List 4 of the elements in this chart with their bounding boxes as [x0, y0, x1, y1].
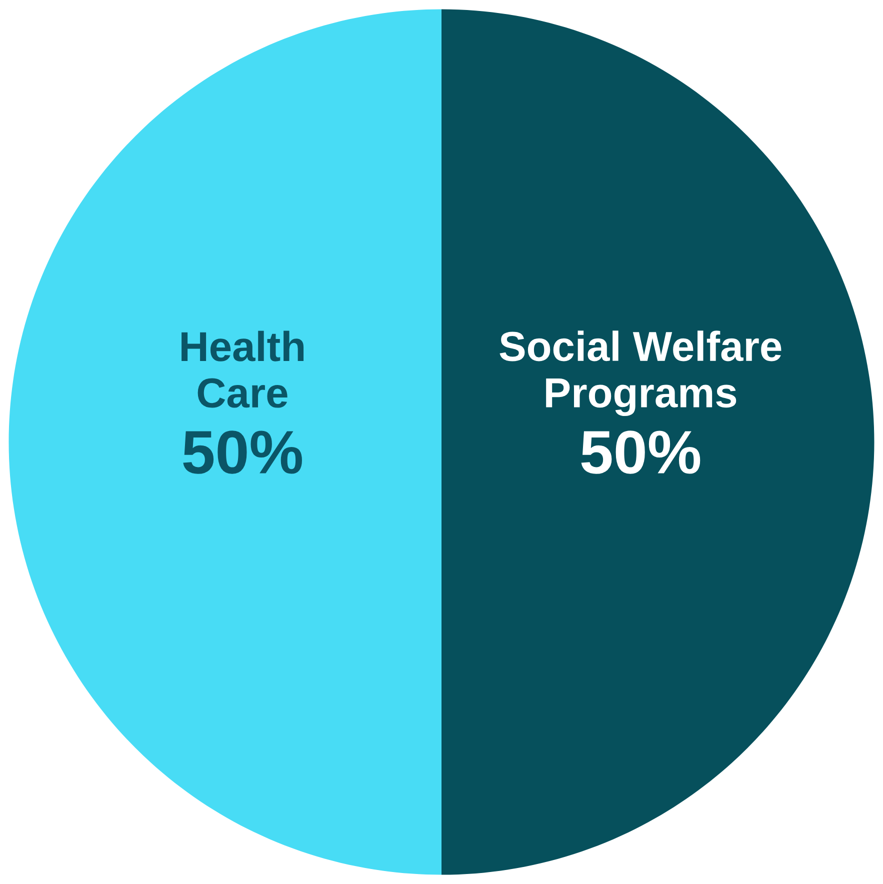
data-label: 50% [183, 430, 302, 474]
slice-label: Health Care [182, 330, 304, 408]
slice-label: Social Welfare Programs [500, 330, 782, 416]
data-label: 50% [581, 430, 700, 474]
